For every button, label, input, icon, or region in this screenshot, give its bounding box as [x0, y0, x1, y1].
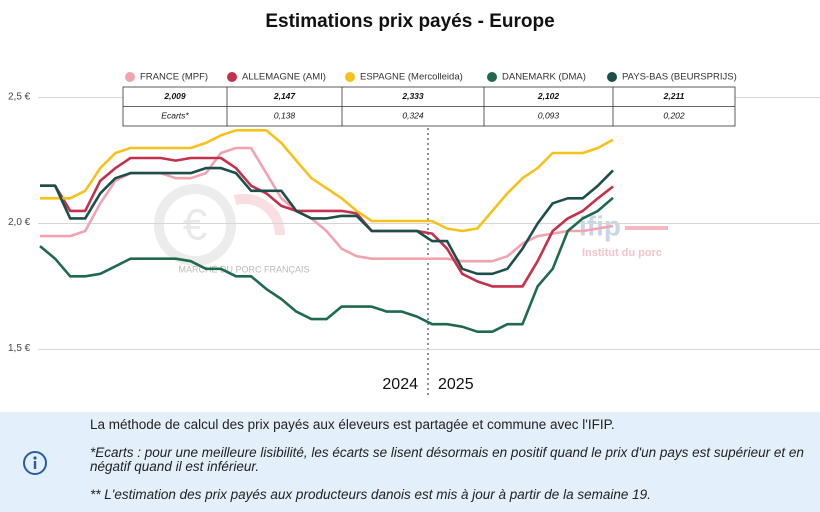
table-value: 2,009: [163, 91, 186, 101]
legend-label: ALLEMAGNE (AMI): [242, 72, 326, 83]
info-text: ** L'estimation des prix payés aux produ…: [90, 487, 651, 502]
legend-label: FRANCE (MPF): [140, 72, 208, 83]
legend-label: ESPAGNE (Mercolleida): [360, 72, 463, 83]
legend-label: PAYS-BAS (BEURSPRIJS): [622, 72, 737, 83]
legend: FRANCE (MPF) ALLEMAGNE (AMI) ESPAGNE (Merc…: [125, 72, 737, 83]
series-line: [40, 156, 614, 288]
year-label: 2025: [438, 376, 474, 393]
table-value: 0,093: [538, 111, 560, 121]
y-tick-label: 1,5 €: [8, 343, 31, 354]
info-text: *Ecarts : pour une meilleure lisibilité,…: [90, 445, 804, 474]
table-value: 0,138: [274, 111, 296, 121]
watermark-text: MARCHÉ DU PORC FRANÇAIS: [178, 264, 309, 274]
info-text: La méthode de calcul des prix payés aux …: [90, 417, 615, 432]
table-value: 0,324: [402, 111, 424, 121]
series-line: [40, 146, 614, 263]
legend-marker: [607, 72, 617, 82]
svg-text:€: €: [183, 201, 207, 250]
y-tick-label: 2,0 €: [8, 217, 31, 228]
legend-label: DANEMARK (DMA): [502, 72, 586, 83]
chart: Estimations prix payés - Europe € MARCHÉ…: [8, 11, 820, 395]
series-line: [40, 129, 614, 233]
info-box: La méthode de calcul des prix payés aux …: [0, 412, 820, 512]
table-value: 0,202: [663, 111, 685, 121]
legend-marker: [125, 72, 135, 82]
legend-marker: [227, 72, 237, 82]
table-value: 2,102: [537, 91, 560, 101]
table-value: 2,333: [401, 91, 424, 101]
series-line: [40, 166, 614, 276]
series-line: [39, 196, 614, 333]
chart-title: Estimations prix payés - Europe: [265, 11, 554, 32]
watermark-sub: Institut du porc: [582, 247, 662, 259]
info-icon: [23, 451, 47, 475]
watermark-ifip: ifip: [579, 210, 621, 241]
watermark-left: €: [154, 184, 286, 266]
y-tick-label: 2,5 €: [8, 91, 31, 102]
year-label: 2024: [382, 376, 418, 393]
table-label: Ecarts*: [161, 111, 189, 121]
plot: 1,5 € 2,0 € 2,5 €: [8, 91, 820, 354]
table-value: 2,211: [663, 91, 685, 101]
legend-marker: [345, 72, 355, 82]
legend-marker: [487, 72, 497, 82]
table-value: 2,147: [273, 91, 297, 101]
table: 2,009 2,147 2,333 2,102 2,211 Ecarts* 0,138 0,3…: [122, 86, 736, 127]
